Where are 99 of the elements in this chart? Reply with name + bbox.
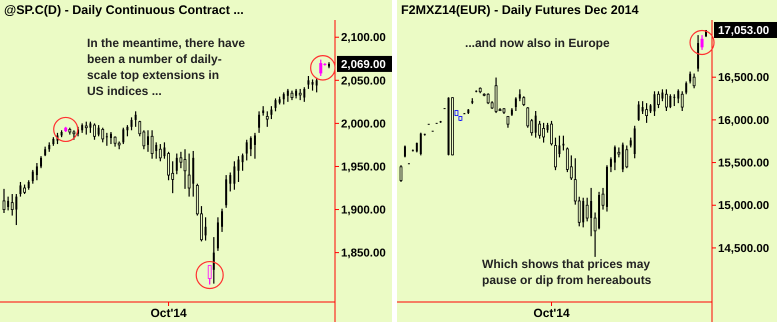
annotation: ...and now also in Europe bbox=[465, 36, 610, 50]
y-tick-label: 16,000.00 bbox=[718, 114, 770, 127]
candlestick bbox=[610, 156, 612, 173]
candlestick bbox=[130, 116, 133, 131]
candlestick bbox=[212, 236, 215, 284]
candlestick bbox=[15, 193, 18, 226]
candlestick bbox=[550, 120, 553, 146]
candlestick bbox=[700, 34, 704, 50]
candlestick bbox=[673, 94, 676, 107]
candlestick bbox=[250, 136, 252, 157]
candlestick bbox=[319, 59, 322, 77]
candlestick bbox=[72, 130, 76, 140]
text: 2,069.00 bbox=[341, 58, 386, 71]
candlestick bbox=[298, 88, 302, 101]
candlestick bbox=[420, 132, 422, 156]
candlestick bbox=[44, 146, 46, 157]
candlestick bbox=[514, 96, 517, 112]
candlestick bbox=[689, 70, 692, 84]
candlestick bbox=[642, 100, 644, 115]
candlestick bbox=[534, 110, 537, 138]
candlestick bbox=[40, 156, 42, 169]
x-tick-label: Oct'14 bbox=[533, 306, 570, 320]
y-tick-label: 1,900.00 bbox=[341, 204, 386, 217]
chart-title: @SP.C(D) - Daily Continuous Contract ... bbox=[4, 3, 244, 17]
x-tick-label: Oct'14 bbox=[150, 306, 187, 320]
candlestick bbox=[254, 132, 256, 160]
candlestick bbox=[677, 88, 680, 104]
candlestick bbox=[36, 162, 38, 181]
candlestick bbox=[307, 75, 310, 90]
annotation: Which shows that prices may pause or dip from hereabouts bbox=[482, 257, 652, 287]
candlestick bbox=[638, 100, 640, 122]
candlestick bbox=[290, 90, 294, 101]
candlestick bbox=[303, 86, 306, 102]
candlestick bbox=[282, 92, 285, 106]
candlestick bbox=[229, 172, 232, 192]
y-tick-label: 16,500.00 bbox=[718, 72, 770, 84]
candlestick bbox=[114, 136, 116, 148]
candlestick bbox=[81, 122, 84, 134]
candlestick bbox=[657, 90, 660, 109]
candlestick bbox=[233, 160, 236, 190]
candlestick bbox=[400, 164, 402, 183]
candlestick bbox=[416, 142, 418, 153]
y-tick-label: 15,000.00 bbox=[718, 200, 770, 212]
y-tick-label: 14,500.00 bbox=[718, 242, 770, 255]
candlestick bbox=[630, 137, 632, 148]
candlestick bbox=[32, 169, 34, 184]
candlestick bbox=[486, 92, 490, 105]
candlestick bbox=[404, 144, 406, 158]
candlestick bbox=[134, 110, 137, 128]
candlestick bbox=[48, 142, 50, 152]
candlestick bbox=[221, 208, 224, 233]
candlestick bbox=[692, 72, 696, 89]
candlestick bbox=[184, 148, 186, 190]
candlestick bbox=[180, 151, 182, 169]
annotation: In the meantime, there have been a number of daily- scale top extensions in US indices ... bbox=[87, 36, 246, 98]
y-tick-label: 1,850.00 bbox=[341, 248, 386, 260]
candlestick bbox=[680, 90, 684, 112]
y-tick-label: 15,500.00 bbox=[718, 158, 770, 170]
candlestick bbox=[258, 110, 260, 134]
candlestick bbox=[590, 187, 592, 237]
candlestick bbox=[84, 121, 88, 136]
candlestick bbox=[586, 197, 589, 222]
candlestick bbox=[645, 102, 648, 124]
candlestick bbox=[167, 151, 170, 181]
candlestick bbox=[150, 130, 154, 160]
candlestick bbox=[664, 88, 668, 112]
y-tick-label: 2,050.00 bbox=[341, 75, 386, 88]
candlestick bbox=[246, 139, 248, 162]
candlestick bbox=[23, 184, 26, 195]
candlestick bbox=[274, 98, 277, 112]
candlestick bbox=[126, 124, 128, 137]
y-tick-label: 1,950.00 bbox=[341, 161, 386, 174]
chart-title: F2MXZ14(EUR) - Daily Futures Dec 2014 bbox=[401, 3, 639, 17]
candlestick bbox=[654, 90, 656, 117]
candlestick bbox=[669, 94, 672, 109]
candlestick bbox=[685, 80, 688, 95]
text: 17,053.00 bbox=[718, 24, 770, 37]
y-tick-label: 2,100.00 bbox=[341, 32, 386, 44]
candlestick bbox=[188, 152, 191, 198]
candlestick bbox=[2, 188, 6, 214]
candlestick bbox=[122, 127, 124, 145]
candlestick bbox=[518, 88, 521, 102]
candlestick bbox=[10, 193, 14, 216]
candlestick bbox=[262, 106, 264, 116]
candlestick bbox=[328, 62, 330, 69]
y-tick-label: 2,000.00 bbox=[341, 118, 386, 130]
candlestick bbox=[522, 96, 526, 107]
candlestick bbox=[554, 137, 557, 171]
candlestick bbox=[266, 110, 269, 128]
candlestick bbox=[312, 78, 314, 92]
candlestick bbox=[542, 122, 545, 144]
candlestick bbox=[316, 77, 318, 93]
candlestick bbox=[106, 132, 108, 146]
candlestick bbox=[270, 106, 272, 120]
candlestick bbox=[237, 156, 240, 183]
candlestick bbox=[582, 197, 584, 228]
candlestick bbox=[101, 127, 104, 143]
candlestick bbox=[242, 152, 244, 172]
candlestick bbox=[93, 122, 96, 140]
